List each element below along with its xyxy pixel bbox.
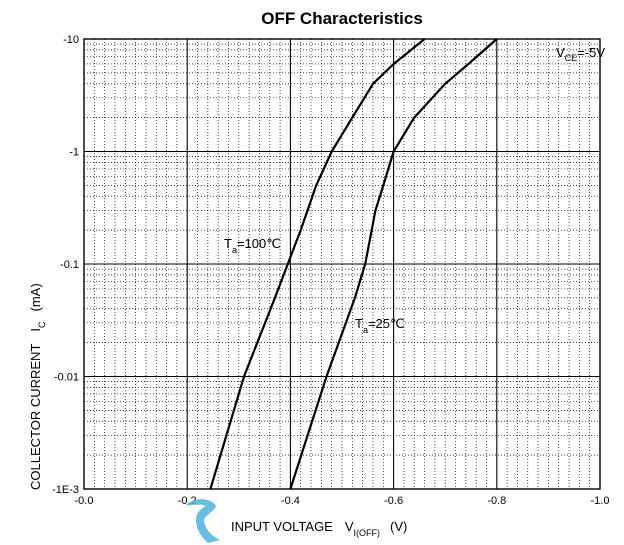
series-label-25c-value: =25℃ <box>368 316 405 331</box>
y-tick-label: -0.1 <box>60 259 79 271</box>
series-label-100c: Ta=100℃ <box>224 236 281 255</box>
chart-title: OFF Characteristics <box>261 9 423 28</box>
series-label-100c-value: =100℃ <box>237 236 281 251</box>
y-axis-symbol: I <box>28 328 43 332</box>
y-axis-label: COLLECTOR CURRENT IC (mA) <box>28 283 47 490</box>
condition-subscript: CE <box>565 53 578 63</box>
x-tick-label: -1.0 <box>591 495 610 507</box>
series-label-25c: Ta=25℃ <box>355 316 405 335</box>
x-axis-label-text: INPUT VOLTAGE <box>231 519 333 534</box>
series-line-100c <box>209 38 426 490</box>
series-label-100c-subscript: a <box>232 245 237 255</box>
condition-symbol: V <box>556 45 565 60</box>
y-axis-unit: (mA) <box>28 283 43 311</box>
x-tick-label: -0.4 <box>281 495 300 507</box>
y-tick-label: -1 <box>69 147 79 159</box>
condition-value: =-5V <box>577 45 605 60</box>
grid <box>84 39 600 490</box>
y-tick-label: -1E-3 <box>52 484 79 496</box>
condition-label: VCE=-5V <box>556 45 605 63</box>
watermark-mark <box>186 499 220 543</box>
y-axis-symbol-subscript: C <box>37 321 47 328</box>
x-tick-label: -0.0 <box>75 495 94 507</box>
x-axis-ticks: -0.0 -0.2 -0.4 -0.6 -0.8 -1.0 <box>75 495 610 507</box>
series-layer <box>209 38 498 490</box>
x-axis-unit: (V) <box>390 519 407 534</box>
y-axis-label-text: COLLECTOR CURRENT <box>28 344 43 490</box>
series-line-25c <box>289 38 498 490</box>
x-axis-symbol: V <box>345 519 354 534</box>
y-tick-label: -0.01 <box>54 372 79 384</box>
series-label-25c-subscript: a <box>363 325 368 335</box>
plot-frame <box>83 38 601 490</box>
x-axis-label: INPUT VOLTAGE VI(OFF) (V) <box>231 519 407 538</box>
x-tick-label: -0.8 <box>487 495 506 507</box>
x-tick-label: -0.6 <box>384 495 403 507</box>
series-label-25c-symbol: T <box>355 316 363 331</box>
y-tick-label: -10 <box>63 34 79 46</box>
y-axis-ticks: -10 -1 -0.1 -0.01 -1E-3 <box>52 34 79 496</box>
series-label-100c-symbol: T <box>224 236 232 251</box>
x-axis-symbol-subscript: I(OFF) <box>354 528 381 538</box>
